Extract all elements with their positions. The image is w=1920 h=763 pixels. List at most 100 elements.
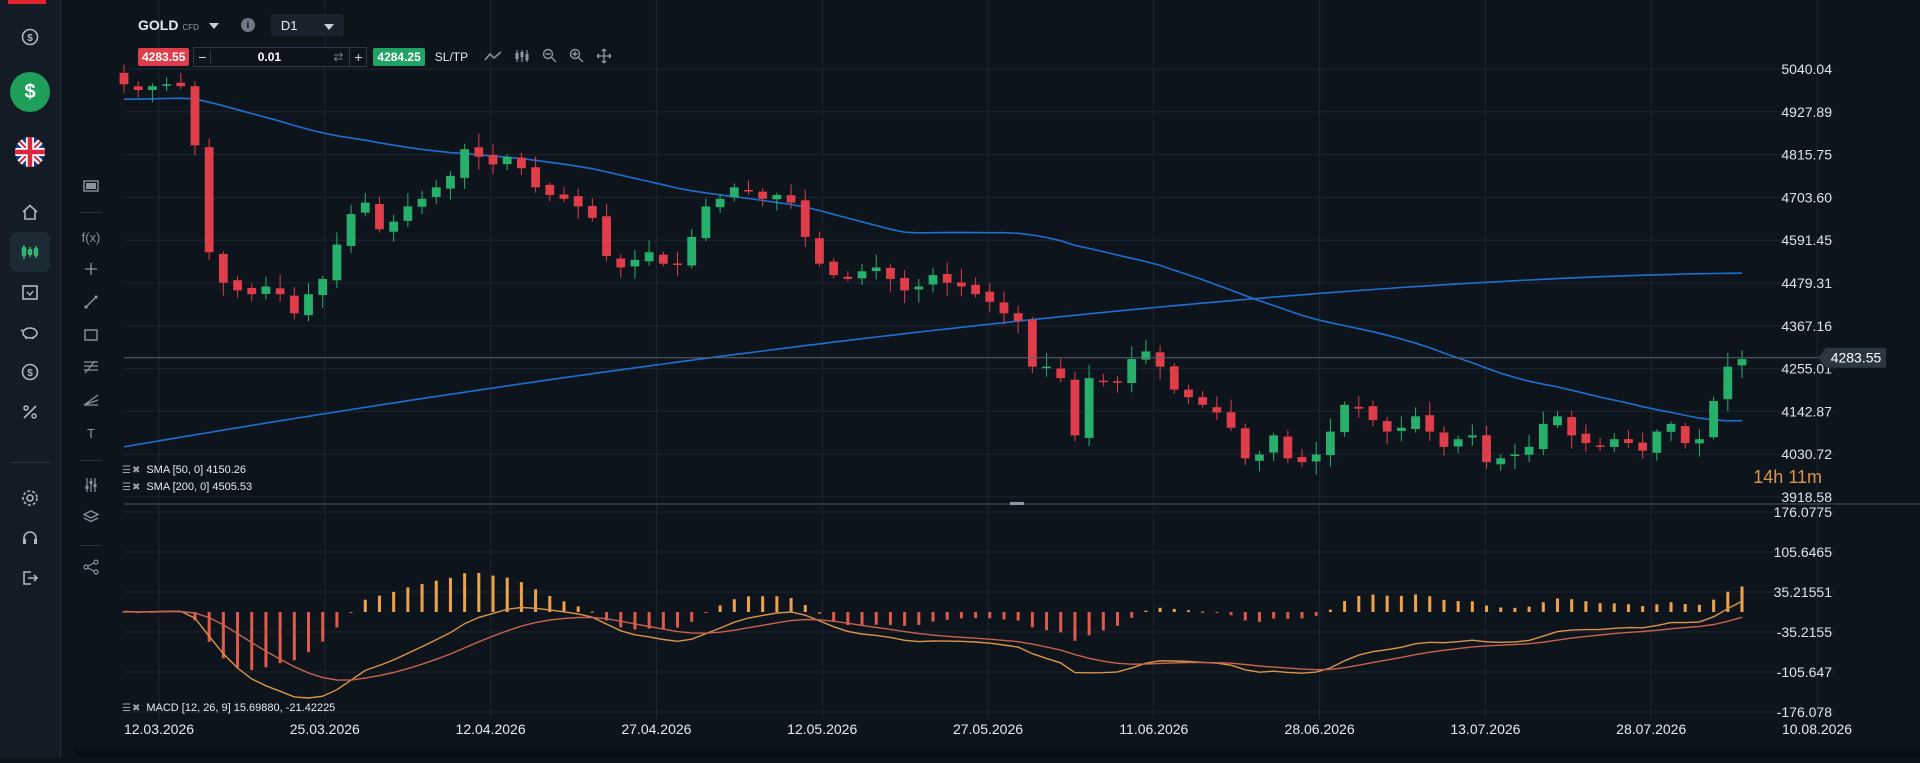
sma200-legend[interactable]: ☰✖ SMA [200, 0] 4505.53 (122, 481, 252, 493)
logout-icon[interactable] (10, 558, 50, 598)
date-axis-label: 12.04.2026 (456, 721, 526, 737)
macd-histogram-bar (761, 596, 765, 612)
chart-type-candle-icon[interactable] (514, 49, 530, 66)
macd-histogram-bar (1726, 591, 1730, 612)
chart-canvas[interactable]: 5040.04 4927.89 4815.75 4703.60 4591.45 4479.… (74, 0, 1920, 758)
candle-down (673, 263, 682, 265)
legend-settings-icon[interactable]: ☰✖ (122, 464, 142, 476)
candle-down (942, 274, 952, 283)
macd-histogram-bar (1442, 599, 1446, 612)
legend-settings-icon[interactable]: ☰✖ (122, 481, 142, 493)
macd-histogram-bar (690, 611, 694, 622)
headset-icon[interactable] (10, 518, 50, 558)
instrument-bar: GOLD CFD i D1 (138, 14, 344, 36)
function-icon[interactable]: f(x) (81, 229, 101, 245)
macd-histogram-bar (1399, 595, 1403, 612)
tools-divider (80, 460, 102, 461)
text-icon[interactable]: T (87, 425, 95, 441)
settings-icon[interactable] (10, 478, 50, 518)
macd-histogram-bar (605, 611, 609, 621)
rectangle-icon[interactable] (74, 320, 108, 350)
pan-icon[interactable] (596, 48, 612, 67)
deposit-icon[interactable]: $ (10, 72, 50, 112)
candle-down (999, 302, 1009, 314)
candle-down (1624, 439, 1633, 444)
app-sidebar: $ $ $ (0, 0, 61, 758)
home-icon[interactable] (10, 192, 50, 232)
svg-text:$: $ (27, 368, 33, 379)
candle-up (1695, 439, 1704, 444)
macd-histogram-bar (1626, 604, 1630, 612)
legend-settings-icon[interactable]: ☰✖ (122, 702, 142, 714)
calendar-icon[interactable] (10, 272, 50, 312)
chart-type-line-icon[interactable] (484, 49, 502, 65)
macd-histogram-bar (1456, 601, 1460, 612)
macd-histogram-bar (1016, 611, 1020, 621)
share-icon[interactable] (74, 552, 108, 582)
macd-histogram-bar (1286, 611, 1290, 619)
chart-area[interactable]: 5040.04 4927.89 4815.75 4703.60 4591.45 4479.… (74, 0, 1920, 758)
candle-up (644, 252, 654, 262)
macd-histogram-bar (193, 611, 197, 621)
candle-down (204, 147, 214, 253)
macd-histogram-bar (1570, 599, 1574, 612)
macd-signal-line (124, 610, 1743, 681)
macd-histogram-bar (874, 611, 878, 625)
uk-flag-icon[interactable] (10, 132, 50, 172)
decrease-quantity-button[interactable]: − (198, 49, 207, 65)
candle-up (1255, 454, 1264, 461)
candle-up (417, 198, 427, 207)
layers-icon[interactable] (74, 502, 108, 532)
increase-quantity-button[interactable]: + (349, 48, 366, 66)
macd-histogram-bar (619, 611, 623, 628)
candle-down (545, 184, 555, 195)
candle-down (1297, 457, 1307, 463)
sell-price-button[interactable]: 4283.55 (138, 48, 190, 66)
chart-icon[interactable] (10, 232, 50, 272)
buy-price-button[interactable]: 4284.25 (373, 48, 425, 66)
balance-icon[interactable]: $ (10, 17, 50, 57)
screenshot-icon[interactable] (74, 171, 108, 201)
macd-histogram-bar (959, 611, 963, 619)
pitchfork-icon[interactable] (74, 385, 108, 415)
grid (124, 0, 1920, 720)
date-axis-label: 27.05.2026 (953, 721, 1023, 737)
macd-histogram-bar (1357, 595, 1361, 612)
zoom-out-icon[interactable] (542, 48, 557, 66)
candle-up (1127, 359, 1137, 384)
candle-up (928, 275, 938, 285)
timeframe-select[interactable]: D1 (270, 14, 344, 36)
info-icon[interactable]: i (240, 18, 255, 32)
countdown-label: 14h 11m (1753, 467, 1822, 487)
zoom-in-icon[interactable] (569, 48, 584, 66)
piggy-bank-icon[interactable] (10, 312, 50, 352)
sma50-legend[interactable]: ☰✖ SMA [50, 0] 4150.26 (122, 464, 246, 476)
dollar-icon[interactable]: $ (10, 352, 50, 392)
swap-icon[interactable]: ⇄ (333, 50, 344, 64)
macd-histogram (122, 572, 1744, 671)
fibonacci-icon[interactable] (74, 352, 108, 382)
candle-up (715, 198, 725, 208)
symbol-label[interactable]: GOLD (138, 17, 179, 33)
crosshair-icon[interactable] (74, 254, 108, 284)
macd-histogram-bar (1485, 605, 1489, 612)
candle-down (1113, 381, 1122, 383)
trendline-icon[interactable] (74, 287, 108, 317)
percent-icon[interactable] (10, 392, 50, 432)
quantity-input[interactable]: 0.01 (210, 50, 327, 64)
date-axis-label: 12.03.2026 (124, 721, 194, 737)
candle-down (1155, 352, 1165, 367)
candle-up (147, 86, 157, 90)
sltp-button[interactable]: SL/TP (434, 50, 469, 64)
candle-down (1184, 389, 1193, 398)
price-axis-label: 4815.75 (1781, 147, 1832, 163)
macd-legend[interactable]: ☰✖ MACD [12, 26, 9] 15.69880, -21.42225 (122, 702, 335, 714)
macd-histogram-bar (1172, 608, 1176, 612)
macd-histogram-bar (1499, 607, 1503, 612)
indicator-settings-icon[interactable] (74, 470, 108, 500)
candle-up (1652, 431, 1662, 453)
candle-up (1340, 404, 1349, 433)
symbol-dropdown-icon[interactable] (208, 16, 219, 34)
candle-up (502, 156, 512, 165)
macd-histogram-bar (505, 577, 509, 612)
